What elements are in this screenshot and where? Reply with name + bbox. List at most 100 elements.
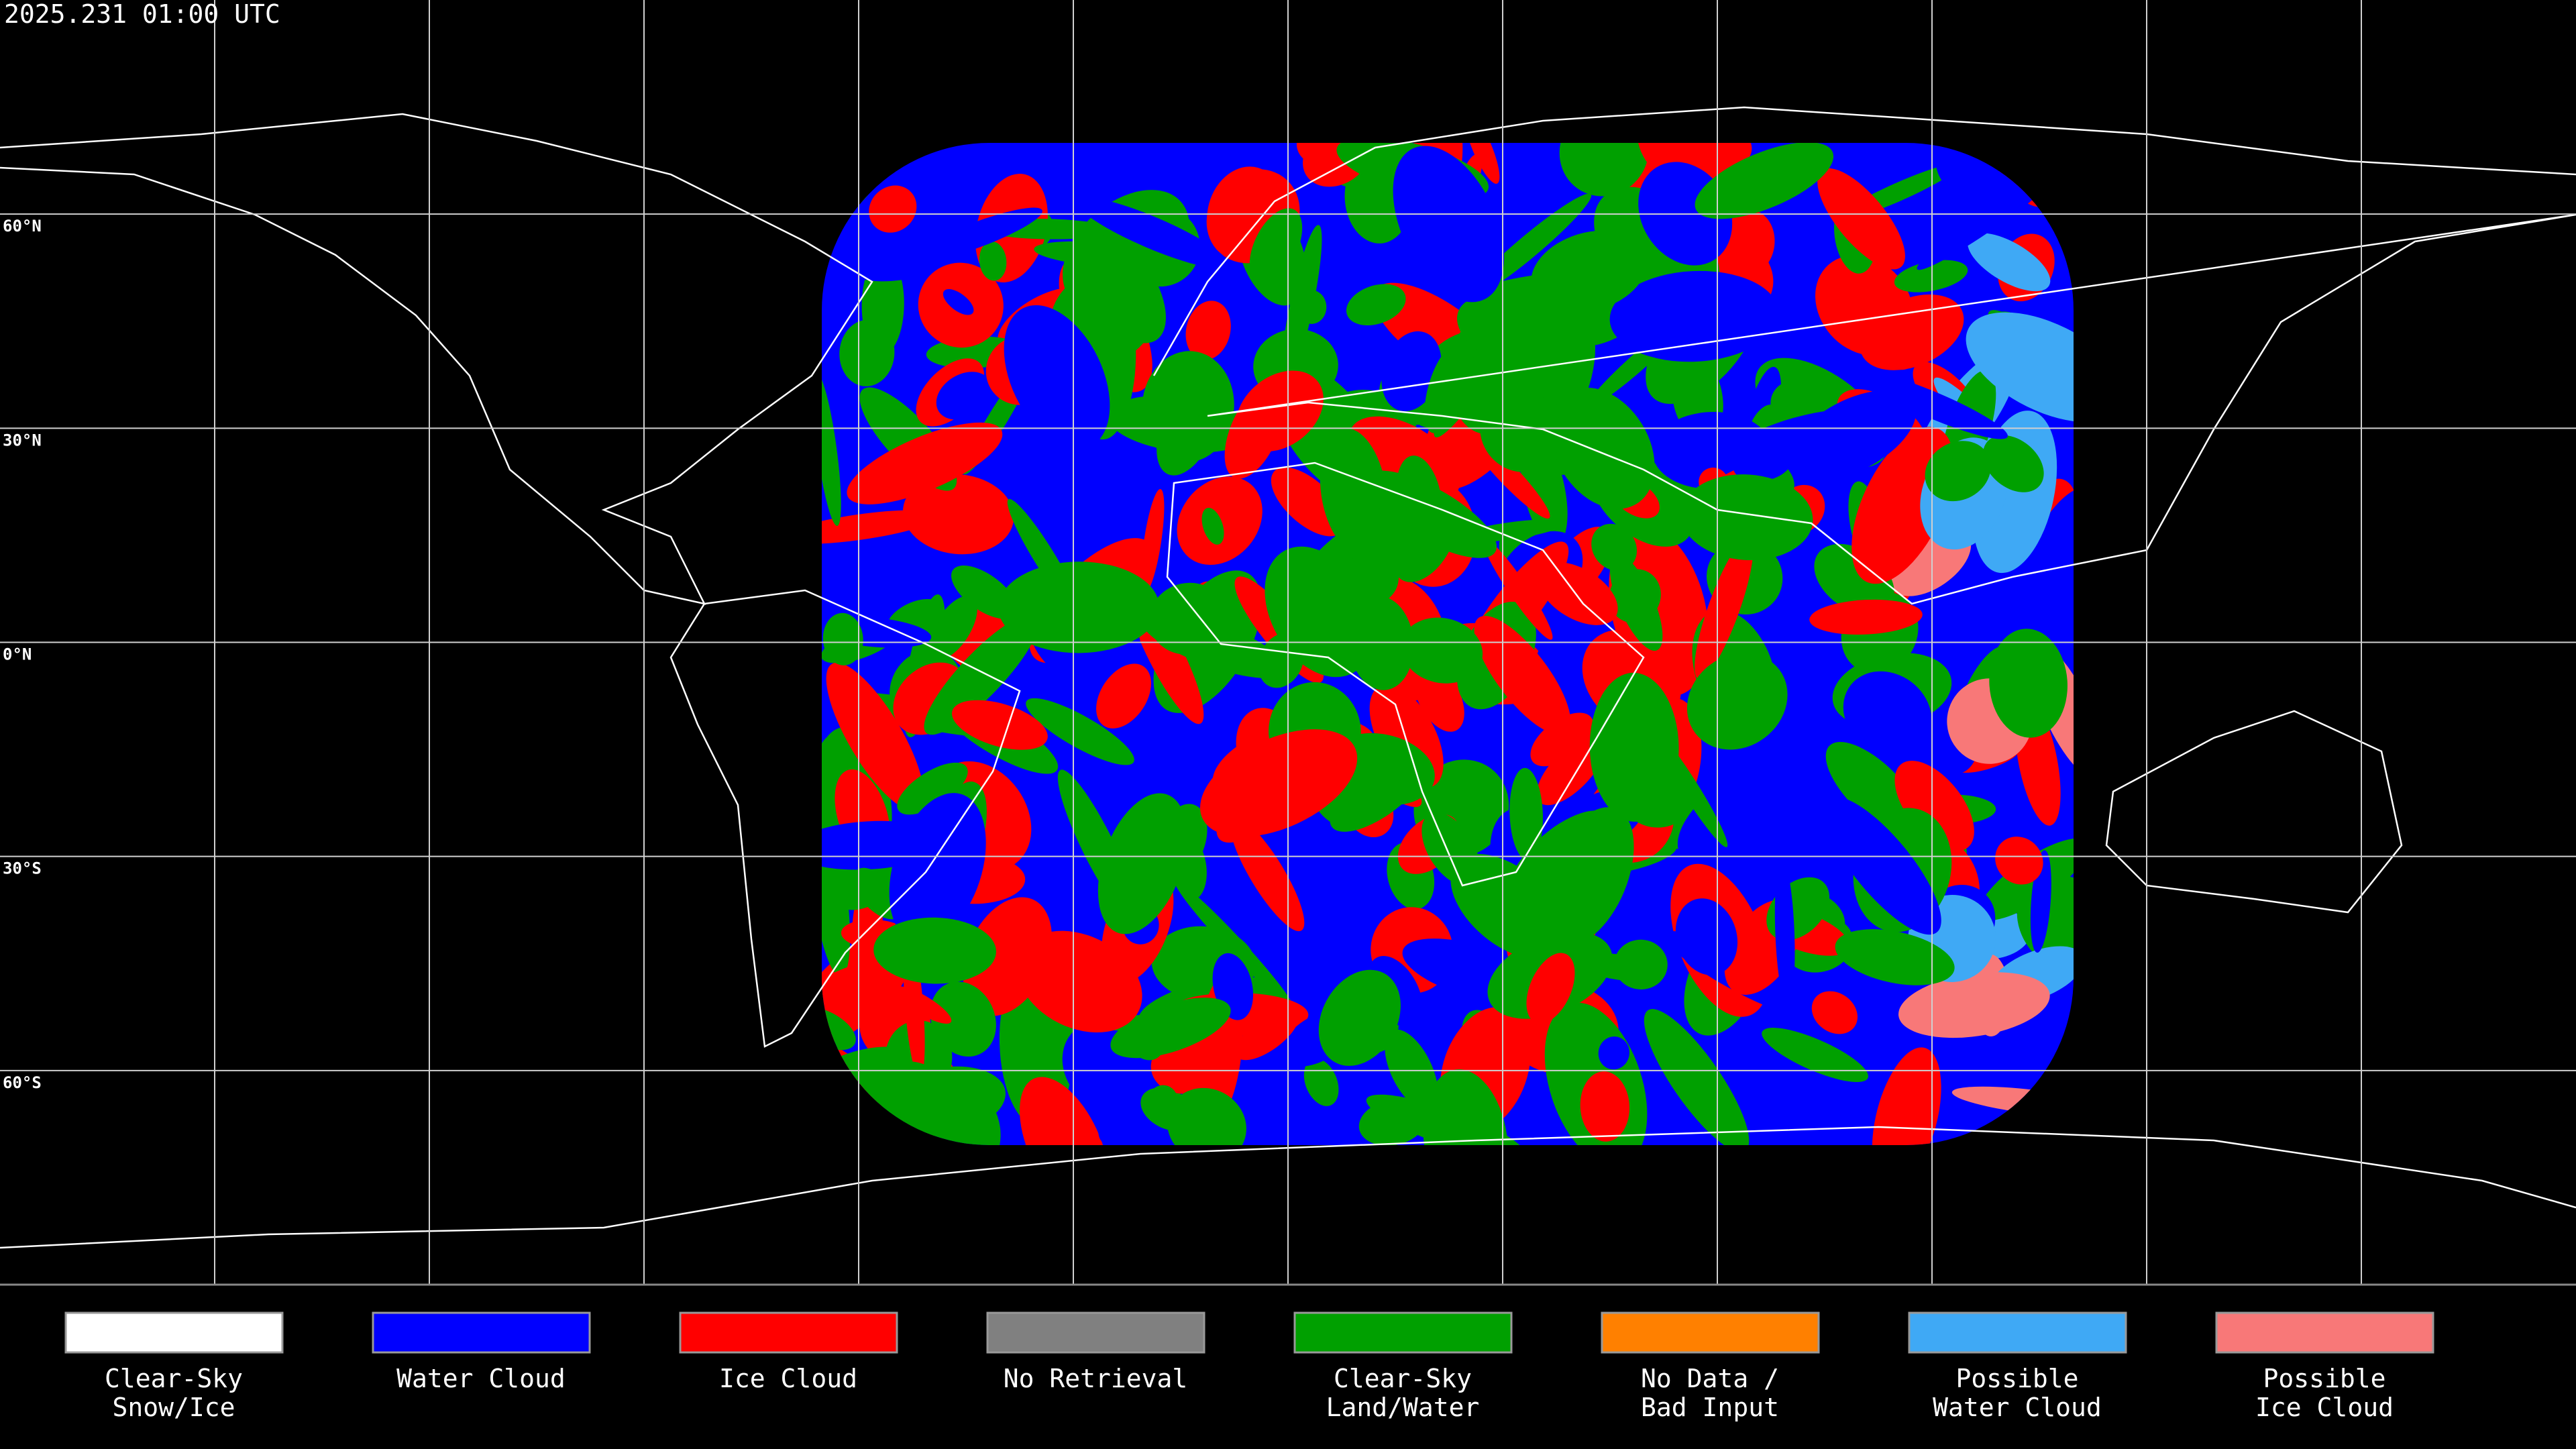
cloud-patch	[943, 289, 974, 315]
cloud-patch	[822, 510, 939, 544]
cloud-patch	[1894, 760, 1974, 851]
cloud-patch	[2015, 487, 2074, 645]
africa	[1166, 462, 1645, 887]
cloud-patch	[1358, 1099, 1426, 1145]
cloud-patch	[1346, 284, 1406, 325]
cloud-patch	[822, 959, 881, 1012]
cloud-patch	[1141, 612, 1287, 678]
cloud-patch	[1424, 345, 1465, 433]
legend-label: Water Cloud	[396, 1364, 566, 1393]
cloud-patch	[1809, 599, 1923, 635]
cloud-patch	[1393, 146, 1505, 303]
north-america	[0, 113, 873, 605]
cloud-patch	[1652, 728, 1728, 847]
australia	[2105, 710, 2403, 914]
legend-swatch	[986, 1311, 1205, 1354]
legend-label: Clear-Sky	[1334, 1364, 1472, 1393]
cloud-patch	[873, 917, 996, 984]
cloud-patch	[1509, 767, 1543, 861]
legend-label: Clear-Sky	[105, 1364, 243, 1393]
cloud-patch	[924, 613, 1040, 735]
cloud-patch	[1989, 629, 2068, 738]
legend-swatch	[1908, 1311, 2127, 1354]
legend-label: Land/Water	[1326, 1393, 1480, 1422]
cloud-patch	[1016, 930, 1142, 1033]
cloud-patch	[1677, 755, 1822, 867]
legend-label: Bad Input	[1641, 1393, 1779, 1422]
eurasia	[1152, 106, 2576, 605]
graticule: 60°N 30°N 0°N 30°S 60°S	[0, 0, 2576, 1285]
cloud-patch	[1271, 467, 1344, 537]
cloud-patch	[1279, 225, 1322, 393]
cloud-patch	[930, 981, 996, 1057]
legend-label: Snow/Ice	[112, 1393, 235, 1422]
cloud-patch	[1097, 1071, 1134, 1143]
cloud-patch	[1695, 143, 1834, 219]
cloud-patch	[1644, 1009, 1750, 1145]
cloud-patch	[1680, 474, 1813, 561]
cloud-patch	[1506, 284, 1576, 366]
cloud-patch	[1917, 170, 2060, 270]
cloud-patch	[1483, 538, 1553, 640]
cloud-patch	[1019, 1077, 1109, 1145]
cloud-patch	[1201, 507, 1224, 545]
cloud-patch	[1057, 769, 1138, 922]
legend-swatch	[1601, 1311, 1820, 1354]
cloud-patch	[1004, 305, 1110, 449]
cloud-patch	[936, 372, 992, 420]
cloud-patch	[1320, 428, 1387, 555]
cloud-patch	[1598, 1036, 1629, 1070]
cloud-patch	[1925, 441, 1991, 502]
timestamp: 2025.231 01:00 UTC	[4, 0, 280, 29]
cloud-patch	[1614, 939, 1668, 989]
cloud-patch	[1235, 1009, 1299, 1061]
latitude-label: 60°S	[3, 1073, 42, 1092]
cloud-patch	[1559, 143, 1649, 197]
cloud-patch	[1296, 143, 1343, 166]
latitude-label: 60°N	[3, 217, 42, 235]
cloud-patch	[1823, 796, 1941, 935]
cloud-patch	[1381, 331, 1442, 412]
cloud-patch	[1156, 804, 1208, 877]
legend-swatch	[1293, 1311, 1513, 1354]
cloud-patch	[1637, 143, 1713, 184]
cloud-patch	[826, 662, 924, 811]
legend-label: Possible	[1955, 1364, 2078, 1393]
cloud-patch	[1474, 616, 1571, 735]
cloud-patch	[1623, 773, 1690, 828]
cloud-patch	[822, 373, 841, 527]
latitude-label: 30°N	[3, 431, 42, 449]
cloud-patch	[880, 1066, 1006, 1136]
cloud-patch	[1318, 969, 1401, 1066]
cloud-patch	[1281, 915, 1362, 984]
cloud-patch	[979, 241, 1007, 281]
cloud-patch	[1385, 1029, 1438, 1110]
cloud-patch	[1695, 537, 1754, 680]
cloud-patch	[1480, 388, 1562, 472]
cloud-patch	[1788, 390, 1917, 481]
cloud-patch	[1026, 698, 1134, 765]
cloud-patch	[1817, 168, 1905, 270]
cloud-patch	[1140, 488, 1165, 593]
cloud-patch	[1770, 380, 1817, 424]
cloud-patch	[1348, 596, 1414, 690]
cloud-patch	[1995, 837, 2043, 885]
cloud-patch	[847, 422, 1003, 504]
cloud-patch	[1167, 1087, 1246, 1145]
legend-label: Possible	[2263, 1364, 2385, 1393]
cloud-patch	[822, 612, 863, 665]
cloud-patch	[1609, 270, 1779, 362]
legend-label: No Data /	[1641, 1364, 1779, 1393]
cloud-patch	[1675, 898, 1738, 975]
cloud-patch	[1686, 653, 1788, 750]
cloud-patch	[1860, 294, 1964, 370]
cloud-patch	[951, 700, 1048, 750]
cloud-patch	[1075, 197, 1229, 269]
legend-label: Ice Cloud	[2255, 1393, 2394, 1422]
cloud-patch	[1872, 1047, 1941, 1145]
cloud-patch	[1236, 370, 1324, 452]
latitude-label: 0°N	[3, 645, 32, 664]
legend-swatch	[64, 1311, 284, 1354]
legend-label: No Retrieval	[1004, 1364, 1188, 1393]
